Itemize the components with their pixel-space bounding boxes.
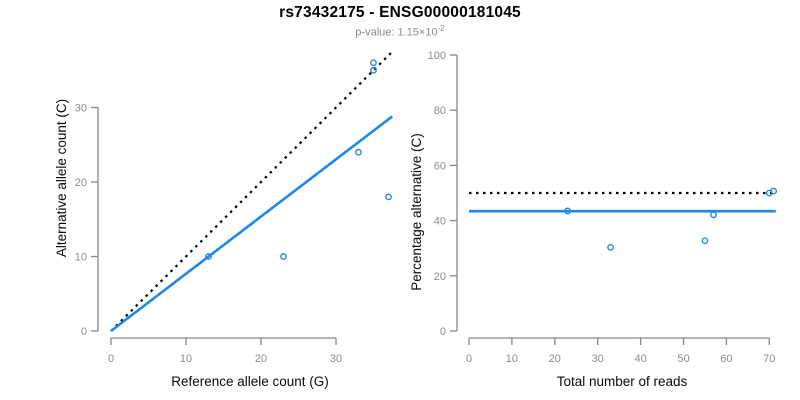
- pvalue-text: p-value: 1.15×10: [355, 26, 438, 39]
- x-tick-label: 30: [330, 353, 342, 365]
- y-tick-label: 100: [428, 50, 446, 62]
- fit-line: [110, 115, 394, 333]
- x-axis-title: Total number of reads: [557, 374, 688, 389]
- x-tick-label: 40: [634, 353, 646, 365]
- data-point: [770, 187, 777, 195]
- y-tick-label: 40: [434, 216, 446, 228]
- data-point: [701, 237, 709, 245]
- y-axis-title: Percentage alternative (C): [409, 133, 424, 291]
- x-tick-label: 20: [255, 353, 267, 365]
- y-tick-label: 10: [75, 252, 87, 264]
- y-tick-label: 30: [75, 103, 87, 115]
- x-tick-label: 60: [720, 353, 732, 365]
- pvalue-exponent: -2: [437, 24, 445, 33]
- data-point: [370, 59, 377, 67]
- y-tick-label: 0: [440, 326, 446, 338]
- x-tick-label: 0: [466, 353, 472, 365]
- data-point: [370, 66, 377, 74]
- y-tick-label: 20: [434, 271, 446, 283]
- data-point: [385, 193, 392, 201]
- x-tick-label: 10: [180, 353, 192, 365]
- data-point: [564, 207, 572, 215]
- data-point: [710, 211, 717, 219]
- x-tick-label: 10: [506, 353, 518, 365]
- identity-line: [110, 50, 394, 332]
- x-tick-label: 30: [592, 353, 604, 365]
- y-tick-label: 60: [434, 160, 446, 172]
- data-point: [355, 148, 362, 156]
- x-axis-title: Reference allele count (G): [171, 374, 329, 389]
- y-tick-label: 0: [81, 326, 87, 338]
- data-point: [205, 253, 212, 260]
- x-tick-label: 0: [108, 353, 114, 365]
- data-point: [607, 243, 614, 251]
- y-tick-label: 20: [75, 177, 87, 189]
- data-point: [280, 253, 287, 260]
- figure-subtitle: p-value: 1.15×10-2: [0, 24, 800, 39]
- y-tick-label: 80: [434, 105, 446, 117]
- x-tick-label: 70: [763, 353, 775, 365]
- figure-title: rs73432175 - ENSG00000181045: [279, 4, 521, 21]
- x-tick-label: 50: [677, 353, 689, 365]
- x-tick-label: 20: [549, 353, 561, 365]
- y-axis-title: Alternative allele count (C): [54, 99, 69, 257]
